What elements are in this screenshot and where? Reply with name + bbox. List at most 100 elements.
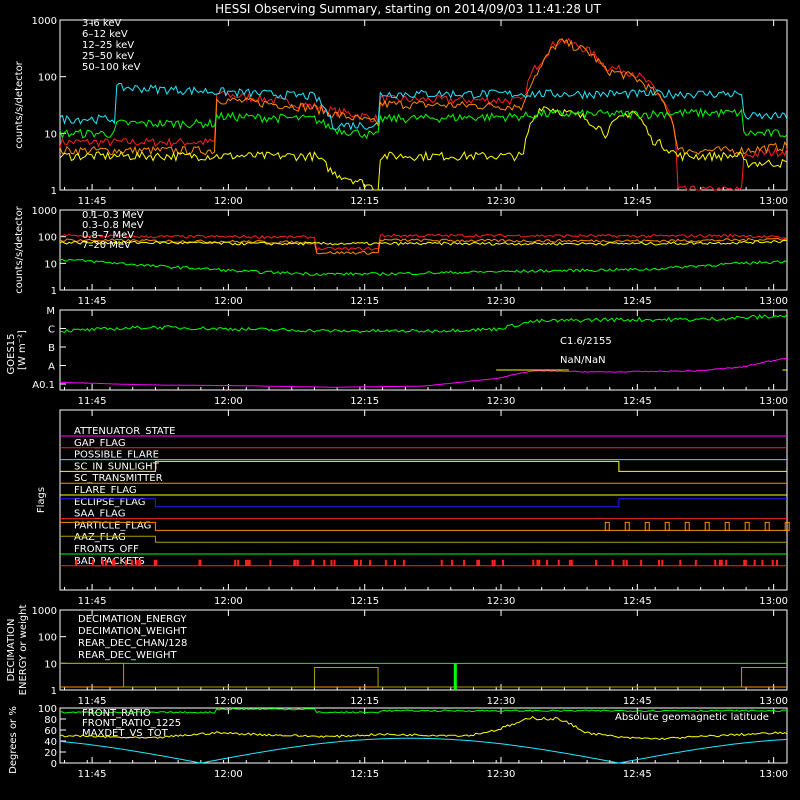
flag-particle-pulse <box>744 521 750 531</box>
panel-high-energy-ytick-label: 1 <box>51 286 57 297</box>
panel-low-energy-xtick-label: 12:30 <box>487 196 516 207</box>
bottom-legend-item: MAXDET_VS_TOT <box>82 728 169 739</box>
legend-high-energy-item: 0.8–7 MeV <box>82 230 134 241</box>
series-7–20 MeV <box>59 258 788 277</box>
panel-flags-xtick-label: 11:45 <box>78 596 107 607</box>
flag-particle-pulse <box>644 521 650 531</box>
flag-label-bad_packets: BAD_PACKETS <box>74 556 145 567</box>
panel-low-energy-frame <box>59 19 788 191</box>
legend-high-energy-item: 0.3–0.8 MeV <box>82 220 144 231</box>
series-12–25 keV <box>59 106 788 191</box>
panel-low-energy-xtick-label: 12:15 <box>350 196 379 207</box>
series-25–50 keV <box>59 107 788 140</box>
flag-label-sc_transmitter: SC_TRANSMITTER <box>74 473 163 484</box>
panel-goes-ytick-label: A <box>48 362 55 373</box>
flag-particle-pulse <box>724 521 730 531</box>
panel-decimation-ylabel-2: ENERGY or weight <box>18 605 29 696</box>
panel-decimation-xtick-label: 12:45 <box>623 696 652 707</box>
flag-particle-pulse <box>664 521 670 531</box>
panel-flags-xtick-label: 12:00 <box>214 596 243 607</box>
panel-high-energy-ytick-label: 1000 <box>32 206 57 217</box>
panel-high-energy-ytick-label: 10 <box>44 259 57 270</box>
flag-particle-pulse <box>604 521 610 531</box>
flag-particle-pulse <box>624 521 630 531</box>
panel-low-energy-xtick-label: 11:45 <box>78 196 107 207</box>
panel-flags-frame <box>59 409 788 591</box>
flag-label-saa_flag: SAA_FLAG <box>74 509 125 520</box>
panel-decimation-ytick-label: 1000 <box>32 606 57 617</box>
panel-goes-ytick-label: A0.1 <box>32 380 55 391</box>
panel-goes-ytick-label: C <box>48 325 55 336</box>
flag-label-fronts_off: FRONTS_OFF <box>74 544 139 555</box>
decimation-legend-item: DECIMATION_ENERGY <box>78 614 187 625</box>
panel-decimation-xtick-label: 11:45 <box>78 696 107 707</box>
panel-bottom-ytick-label: 0 <box>51 759 57 770</box>
panel-low-energy-ytick-label: 1000 <box>32 16 57 27</box>
geomagnetic-annotation: Absolute geomagnetic latitude <box>615 712 769 723</box>
legend-high-energy-item: 0.1–0.3 MeV <box>82 210 144 221</box>
bottom-legend-item: FRONT_RATIO <box>82 708 151 719</box>
legend-low-energy-item: 50–100 keV <box>82 62 141 73</box>
series-0.1–0.3 MeV <box>59 233 788 252</box>
series-50–100 keV <box>59 82 788 131</box>
panel-decimation-xtick-label: 12:15 <box>350 696 379 707</box>
panel-flags-xtick-label: 12:45 <box>623 596 652 607</box>
panel-decimation-ytick-label: 10 <box>44 659 57 670</box>
panel-decimation-ytick-label: 1 <box>51 686 57 697</box>
panel-bottom-xtick-label: 12:30 <box>487 769 516 780</box>
flag-particle-pulse <box>704 521 710 531</box>
panel-decimation-ytick-label: 100 <box>38 633 57 644</box>
legend-low-energy-item: 3–6 keV <box>82 18 121 29</box>
panel-low-energy-ytick-label: 1 <box>51 186 57 197</box>
panel-decimation-xtick-label: 12:30 <box>487 696 516 707</box>
flag-label-attenuator_state: ATTENUATOR_STATE <box>74 426 175 437</box>
panel-flags-ylabel: Flags <box>36 487 47 513</box>
flag-label-possible_flare: POSSIBLE_FLARE <box>74 450 159 461</box>
flag-line <box>60 521 787 531</box>
flag-label-flare_flag: FLARE_FLAG <box>74 485 137 496</box>
rear-dec-weight-line <box>60 662 787 688</box>
panel-goes-xtick-label: 13:00 <box>759 396 788 407</box>
legend-low-energy-item: 12–25 keV <box>82 40 134 51</box>
panel-goes-frame <box>59 309 788 391</box>
series-6–12 keV <box>59 38 788 157</box>
maxdet-vs-tot-line <box>60 715 788 741</box>
series-goes-short <box>59 357 788 388</box>
decimation-legend-item: REAR_DEC_WEIGHT <box>78 650 177 661</box>
panel-bottom-ytick-label: 40 <box>44 737 57 748</box>
panel-bottom-ytick-label: 60 <box>44 726 57 737</box>
panel-decimation-xtick-label: 12:00 <box>214 696 243 707</box>
goes-annotation-2: NaN/NaN <box>560 355 606 366</box>
panel-bottom-ytick-label: 20 <box>44 748 57 759</box>
panel-flags-xtick-label: 12:30 <box>487 596 516 607</box>
panel-decimation-xtick-label: 13:00 <box>759 696 788 707</box>
legend-low-energy-item: 25–50 keV <box>82 51 134 62</box>
decimation-legend-item: REAR_DEC_CHAN/128 <box>78 638 187 649</box>
panel-bottom-ytick-label: 100 <box>38 704 57 715</box>
panel-high-energy-xtick-label: 12:00 <box>214 296 243 307</box>
panel-high-energy-ytick-label: 100 <box>38 233 57 244</box>
panel-flags-xtick-label: 12:15 <box>350 596 379 607</box>
panel-high-energy-xtick-label: 12:45 <box>623 296 652 307</box>
panel-bottom-ytick-label: 80 <box>44 715 57 726</box>
panel-bottom-xtick-label: 12:00 <box>214 769 243 780</box>
bottom-legend-item: FRONT_RATIO_1225 <box>82 718 181 729</box>
flag-particle-pulse <box>784 521 790 531</box>
panel-decimation-frame <box>59 609 788 691</box>
panel-bottom-xtick-label: 13:00 <box>759 769 788 780</box>
panel-high-energy-xtick-label: 13:00 <box>759 296 788 307</box>
goes-annotation: C1.6/2155 <box>560 336 612 347</box>
panel-low-energy-xtick-label: 13:00 <box>759 196 788 207</box>
panel-high-energy-frame <box>59 209 788 291</box>
panel-goes-ytick-label: M <box>46 306 55 317</box>
panel-goes-xtick-label: 12:30 <box>487 396 516 407</box>
flag-label-eclipse_flag: ECLIPSE_FLAG <box>74 497 145 508</box>
panel-decimation-ylabel-1: DECIMATION <box>6 618 17 681</box>
flag-particle-pulse <box>684 521 690 531</box>
flag-label-sc_in_sunlight: SC_IN_SUNLIGHT <box>74 461 160 472</box>
flag-line <box>60 535 787 543</box>
panel-goes-xtick-label: 12:45 <box>623 396 652 407</box>
flag-particle-pulse <box>764 521 770 531</box>
flag-line <box>60 498 787 508</box>
panel-low-energy-ylabel: counts/s/detector <box>14 60 25 148</box>
